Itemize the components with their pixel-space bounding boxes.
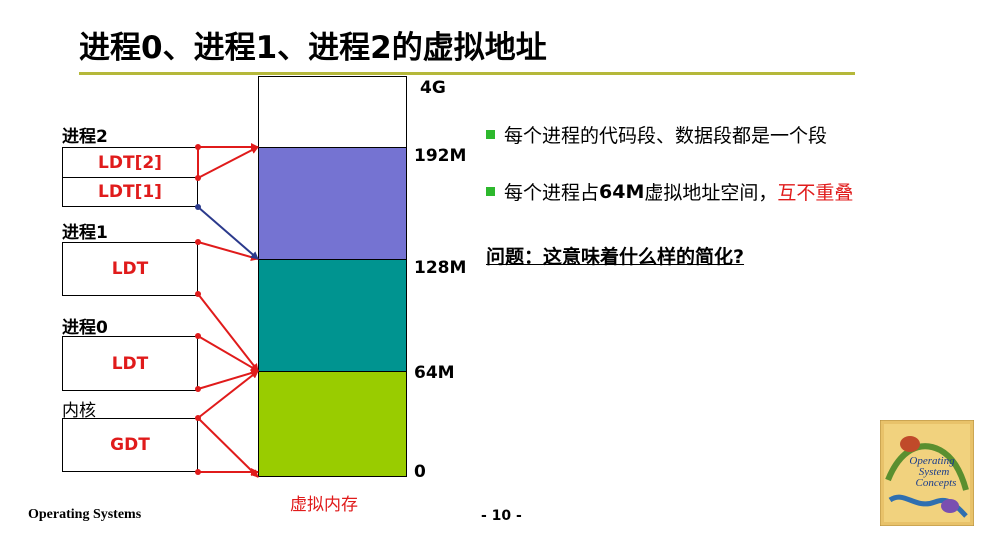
slide-title: 进程0、进程1、进程2的虚拟地址 <box>79 30 547 66</box>
kernel-gdt-box: GDT <box>62 418 198 472</box>
arrow-origin-dot-9 <box>195 469 201 475</box>
kernel-label: 内核 <box>62 401 96 421</box>
arrow-origin-dot-5 <box>195 291 201 297</box>
arrow-origin-dot-2 <box>195 175 201 181</box>
operating-system-concepts-book-cover-icon: Operating System Concepts <box>879 419 975 527</box>
arrow-origin-dot-4 <box>195 239 201 245</box>
address-0: 0 <box>414 462 426 482</box>
mapping-arrow-5 <box>197 206 259 260</box>
bullet-address-mid: 虚拟地址空间， <box>644 182 778 204</box>
footer-page-number: - 10 - <box>481 508 522 524</box>
bullet-segments: 每个进程的代码段、数据段都是一个段 <box>486 121 827 148</box>
arrow-origin-dot-6 <box>195 333 201 339</box>
process1-ldt-box: LDT <box>62 242 198 296</box>
question-text: 问题：这意味着什么样的简化? <box>486 246 745 268</box>
arrow-origin-dot-8 <box>195 415 201 421</box>
address-4g: 4G <box>420 78 446 98</box>
footer-course-name: Operating Systems <box>28 507 142 522</box>
mapping-arrow-10 <box>197 417 259 478</box>
mapping-arrow-8 <box>197 369 259 390</box>
bullet-address-space: 每个进程占 64M 虚拟地址空间， 互不重叠 <box>486 178 853 205</box>
process0-ldt-box: LDT <box>62 336 198 391</box>
memory-free-region <box>258 76 407 148</box>
bullet-address-prefix: 每个进程占 <box>504 182 600 204</box>
bullet-segments-text: 每个进程的代码段、数据段都是一个段 <box>504 125 828 147</box>
address-192m: 192M <box>414 146 467 166</box>
process2-ldt2-box: LDT[2] <box>62 147 198 178</box>
mapping-arrow-4 <box>197 241 259 261</box>
arrow-origin-dot-7 <box>195 386 201 392</box>
book-title-line2: System <box>919 466 950 478</box>
bullet-no-overlap: 互不重叠 <box>777 182 854 204</box>
arrow-origin-dot-3 <box>195 204 201 210</box>
process2-memory-segment <box>258 147 407 260</box>
process1-memory-segment <box>258 259 407 372</box>
address-64m: 64M <box>414 363 455 383</box>
book-title-line1: Operating <box>909 455 955 467</box>
book-title-line3: Concepts <box>916 477 957 489</box>
address-128m: 128M <box>414 258 467 278</box>
bullet-address-size: 64M <box>599 180 645 203</box>
arrow-origin-dot-1 <box>195 144 201 150</box>
bullet-square-icon <box>486 130 495 139</box>
process0-label: 进程0 <box>62 318 108 338</box>
process2-label: 进程2 <box>62 127 108 147</box>
process0-memory-segment <box>258 371 407 477</box>
process1-label: 进程1 <box>62 223 108 243</box>
title-divider <box>79 72 855 75</box>
bullet-square-icon <box>486 187 495 196</box>
mapping-arrow-3 <box>197 146 259 179</box>
mapping-arrow-7 <box>197 335 259 372</box>
virtual-memory-caption: 虚拟内存 <box>290 495 358 515</box>
mapping-arrow-9 <box>197 370 259 419</box>
mapping-arrow-6 <box>197 293 259 372</box>
process2-ldt1-box: LDT[1] <box>62 177 198 207</box>
